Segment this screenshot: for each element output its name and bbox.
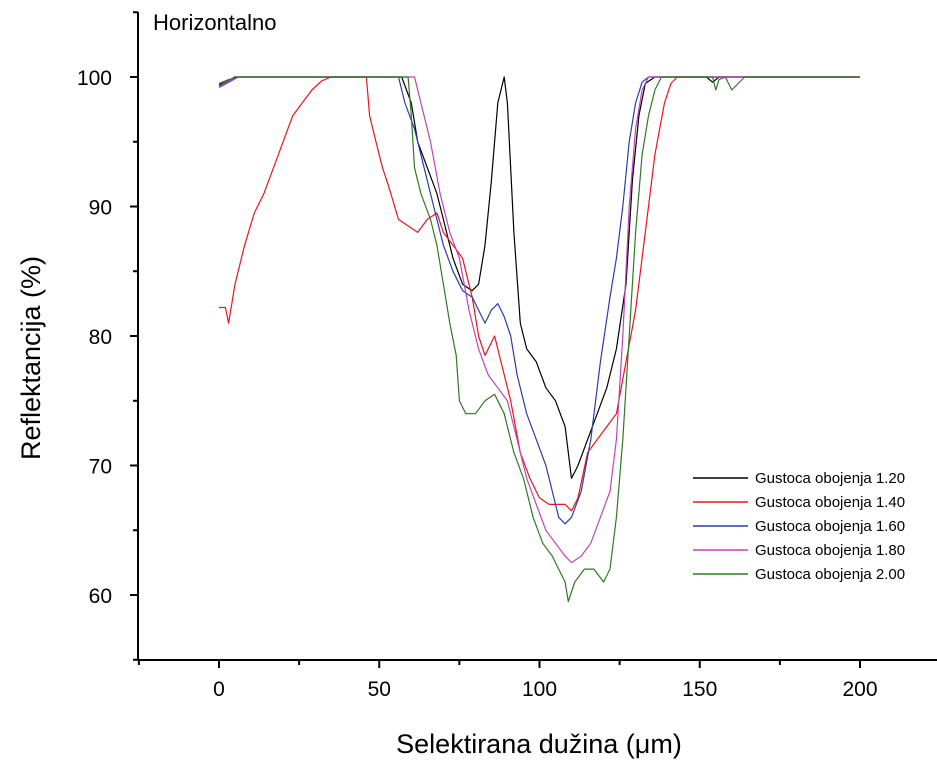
x-tick-label: 200 bbox=[842, 678, 877, 701]
x-axis-title: Selektirana dužina (μm) bbox=[396, 729, 682, 759]
legend-label-2: Gustoca obojenja 1.40 bbox=[755, 494, 905, 511]
x-tick-label: 150 bbox=[682, 678, 717, 701]
series-line-5 bbox=[218, 76, 860, 603]
series-line-1 bbox=[218, 76, 860, 479]
series-line-4 bbox=[218, 76, 860, 564]
y-axis-title: Reflektancija (%) bbox=[16, 256, 46, 460]
legend-label-5: Gustoca obojenja 2.00 bbox=[755, 566, 905, 583]
axes bbox=[137, 12, 937, 661]
x-tick-label: 0 bbox=[213, 678, 225, 701]
series-line-2 bbox=[219, 76, 860, 512]
y-tick-label: 90 bbox=[89, 197, 112, 220]
y-tick-label: 80 bbox=[89, 326, 112, 349]
y-tick-label: 70 bbox=[89, 456, 112, 479]
legend-label-4: Gustoca obojenja 1.80 bbox=[755, 542, 905, 559]
x-tick-label: 100 bbox=[522, 678, 557, 701]
y-ticks: 60 70 80 90 100 bbox=[77, 11, 138, 661]
series-layer bbox=[218, 76, 860, 603]
legend-label-1: Gustoca obojenja 1.20 bbox=[755, 470, 905, 487]
series-line-3 bbox=[218, 76, 860, 525]
chart-title: Horizontalno bbox=[153, 10, 277, 35]
x-tick-label: 50 bbox=[368, 678, 391, 701]
legend-label-3: Gustoca obojenja 1.60 bbox=[755, 518, 905, 535]
y-tick-label: 100 bbox=[77, 67, 112, 90]
legend: Gustoca obojenja 1.20 Gustoca obojenja 1.… bbox=[693, 470, 905, 583]
y-tick-label: 60 bbox=[89, 585, 112, 608]
x-ticks: 0 50 100 150 200 bbox=[137, 660, 878, 701]
